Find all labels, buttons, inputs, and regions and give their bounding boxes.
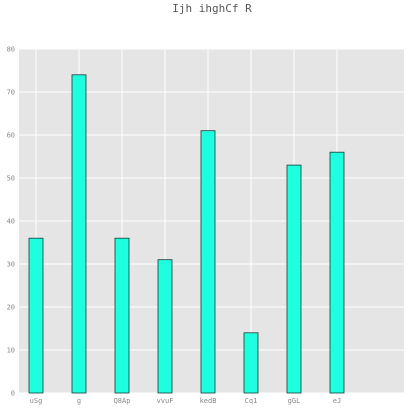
bar-gGL <box>286 164 302 394</box>
x-tick-label: uSg <box>30 397 43 405</box>
bar-kedB <box>200 130 216 394</box>
y-tick-label: 80 <box>7 46 15 54</box>
y-tick-label: 50 <box>7 175 15 183</box>
y-tick-label: 70 <box>7 89 15 97</box>
bars <box>28 74 345 394</box>
x-tick-label: Cq1 <box>245 397 258 405</box>
bar-Cq1 <box>243 332 259 394</box>
bar-uSg <box>28 237 44 394</box>
x-tick-label: gGL <box>288 397 301 405</box>
y-tick-label: 40 <box>7 218 15 226</box>
bar-eJ <box>329 151 345 394</box>
x-tick-label: eJ <box>333 397 341 405</box>
bar-g <box>71 74 87 394</box>
y-tick-label: 60 <box>7 132 15 140</box>
y-tick-label: 10 <box>7 347 15 355</box>
y-tick-label: 30 <box>7 261 15 269</box>
x-tick-label: Q8Ap <box>114 397 131 405</box>
y-tick-label: 20 <box>7 304 15 312</box>
chart-title: Ijh ihghCf R <box>172 2 252 15</box>
x-tick-label: vvuF <box>157 397 174 405</box>
x-axis-ticks: uSg g Q8Ap vvuF kedB Cq1 gGL eJ <box>30 397 342 405</box>
x-tick-label: g <box>77 397 81 405</box>
x-tick-label: kedB <box>200 397 217 405</box>
y-tick-label: 0 <box>11 390 15 398</box>
bar-Q8Ap <box>114 237 130 394</box>
bar-vvuF <box>157 259 173 394</box>
y-axis-ticks: 0 10 20 30 40 50 60 70 80 <box>7 46 15 398</box>
